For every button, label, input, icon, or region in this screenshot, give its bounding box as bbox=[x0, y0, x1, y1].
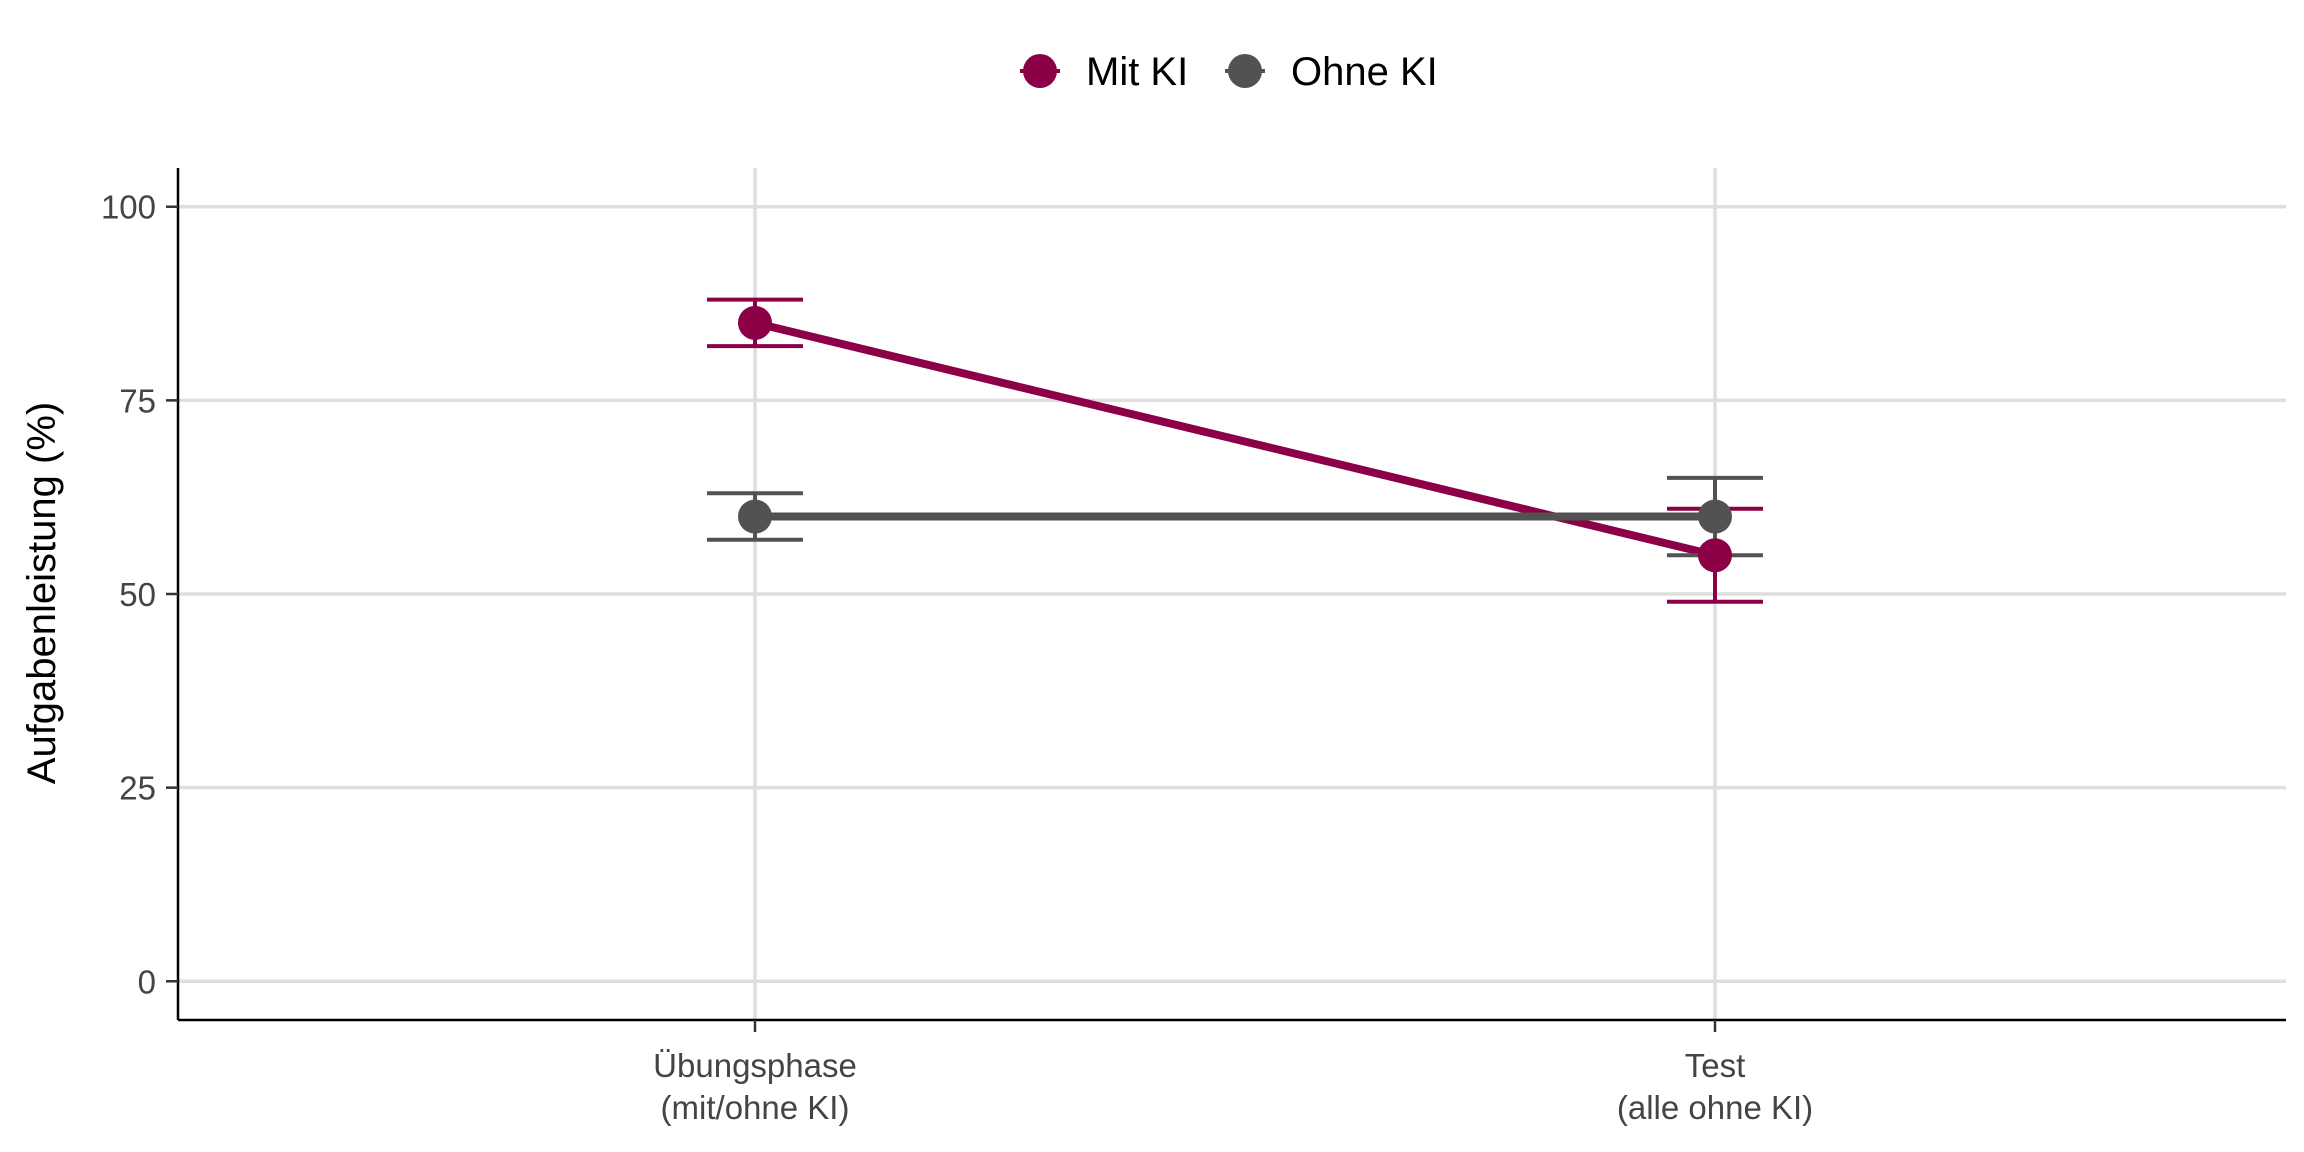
legend-item-mit-ki: Mit KI bbox=[1020, 50, 1188, 94]
data-point bbox=[1698, 538, 1732, 573]
data-point bbox=[1698, 499, 1732, 534]
y-tick-label: 25 bbox=[119, 770, 156, 807]
gridlines bbox=[178, 168, 2286, 1020]
y-axis-title: Aufgabenleistung (%) bbox=[20, 402, 64, 784]
legend-key-marker bbox=[1023, 54, 1057, 88]
legend-label: Mit KI bbox=[1086, 50, 1188, 94]
legend-label: Ohne KI bbox=[1291, 50, 1438, 94]
y-tick-label: 0 bbox=[138, 963, 156, 1000]
y-tick-label: 75 bbox=[119, 382, 156, 419]
series bbox=[707, 297, 1763, 604]
data-point bbox=[738, 305, 772, 340]
y-tick-label: 100 bbox=[101, 189, 156, 226]
x-tick-label: Test (alle ohne KI) bbox=[1617, 1047, 1813, 1126]
legend-key-marker bbox=[1228, 54, 1262, 88]
x-tick-label: Übungsphase (mit/ohne KI) bbox=[653, 1047, 857, 1126]
legend: Mit KI Ohne KI bbox=[1020, 50, 1438, 94]
axes: 0 25 50 75 100 Übungsphase (mit/ohne KI) Test (a… bbox=[101, 168, 2286, 1126]
y-tick-label: 50 bbox=[119, 576, 156, 613]
data-point bbox=[738, 499, 772, 534]
legend-item-ohne-ki: Ohne KI bbox=[1225, 50, 1438, 94]
